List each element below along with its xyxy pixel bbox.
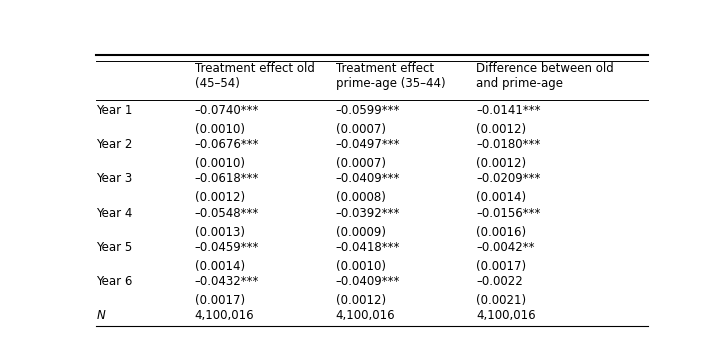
- Text: (0.0009): (0.0009): [335, 226, 386, 238]
- Text: Difference between old
and prime-age: Difference between old and prime-age: [476, 62, 614, 90]
- Text: Year 5: Year 5: [97, 241, 133, 254]
- Text: (0.0014): (0.0014): [476, 191, 526, 205]
- Text: –0.0459***: –0.0459***: [195, 241, 259, 254]
- Text: –0.0409***: –0.0409***: [335, 172, 400, 185]
- Text: –0.0497***: –0.0497***: [335, 138, 400, 151]
- Text: Year 6: Year 6: [97, 275, 133, 288]
- Text: 4,100,016: 4,100,016: [476, 309, 536, 322]
- Text: –0.0209***: –0.0209***: [476, 172, 541, 185]
- Text: –0.0418***: –0.0418***: [335, 241, 400, 254]
- Text: (0.0012): (0.0012): [476, 157, 526, 170]
- Text: –0.0156***: –0.0156***: [476, 206, 541, 219]
- Text: Year 1: Year 1: [97, 104, 133, 117]
- Text: –0.0432***: –0.0432***: [195, 275, 259, 288]
- Text: N: N: [97, 309, 105, 322]
- Text: (0.0012): (0.0012): [335, 294, 386, 307]
- Text: –0.0618***: –0.0618***: [195, 172, 259, 185]
- Text: (0.0007): (0.0007): [335, 123, 386, 136]
- Text: Year 3: Year 3: [97, 172, 133, 185]
- Text: 4,100,016: 4,100,016: [335, 309, 395, 322]
- Text: –0.0548***: –0.0548***: [195, 206, 259, 219]
- Text: –0.0409***: –0.0409***: [335, 275, 400, 288]
- Text: Year 4: Year 4: [97, 206, 133, 219]
- Text: (0.0010): (0.0010): [195, 123, 245, 136]
- Text: –0.0599***: –0.0599***: [335, 104, 400, 117]
- Text: Year 2: Year 2: [97, 138, 133, 151]
- Text: (0.0017): (0.0017): [195, 294, 245, 307]
- Text: Treatment effect
prime-age (35–44): Treatment effect prime-age (35–44): [335, 62, 445, 90]
- Text: (0.0014): (0.0014): [195, 260, 245, 273]
- Text: –0.0392***: –0.0392***: [335, 206, 400, 219]
- Text: (0.0013): (0.0013): [195, 226, 245, 238]
- Text: (0.0012): (0.0012): [195, 191, 245, 205]
- Text: –0.0022: –0.0022: [476, 275, 523, 288]
- Text: (0.0010): (0.0010): [195, 157, 245, 170]
- Text: (0.0016): (0.0016): [476, 226, 526, 238]
- Text: –0.0141***: –0.0141***: [476, 104, 541, 117]
- Text: (0.0007): (0.0007): [335, 157, 386, 170]
- Text: (0.0021): (0.0021): [476, 294, 526, 307]
- Text: –0.0676***: –0.0676***: [195, 138, 259, 151]
- Text: –0.0180***: –0.0180***: [476, 138, 540, 151]
- Text: –0.0042**: –0.0042**: [476, 241, 534, 254]
- Text: (0.0012): (0.0012): [476, 123, 526, 136]
- Text: –0.0740***: –0.0740***: [195, 104, 259, 117]
- Text: (0.0008): (0.0008): [335, 191, 386, 205]
- Text: 4,100,016: 4,100,016: [195, 309, 255, 322]
- Text: (0.0010): (0.0010): [335, 260, 386, 273]
- Text: Treatment effect old
(45–54): Treatment effect old (45–54): [195, 62, 314, 90]
- Text: (0.0017): (0.0017): [476, 260, 526, 273]
